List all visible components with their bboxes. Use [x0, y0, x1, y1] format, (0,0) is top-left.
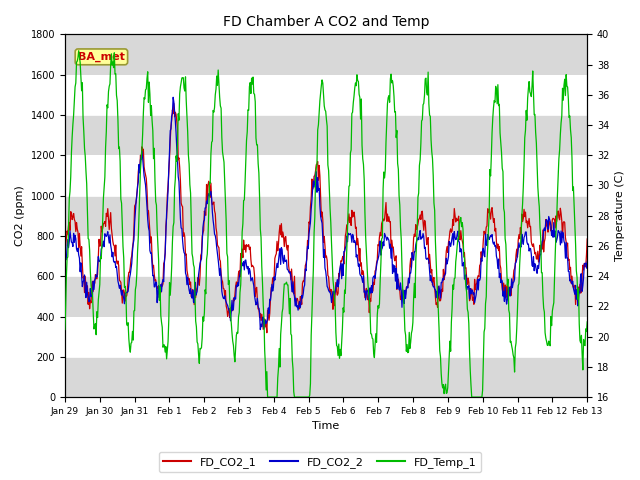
Bar — [65, 195, 588, 236]
X-axis label: Time: Time — [312, 421, 340, 432]
Bar — [65, 115, 588, 155]
Bar — [65, 35, 588, 75]
Bar — [65, 357, 588, 397]
Text: BA_met: BA_met — [78, 52, 125, 62]
Bar — [65, 276, 588, 316]
Y-axis label: CO2 (ppm): CO2 (ppm) — [15, 185, 25, 246]
Title: FD Chamber A CO2 and Temp: FD Chamber A CO2 and Temp — [223, 15, 429, 29]
Legend: FD_CO2_1, FD_CO2_2, FD_Temp_1: FD_CO2_1, FD_CO2_2, FD_Temp_1 — [159, 452, 481, 472]
Y-axis label: Temperature (C): Temperature (C) — [615, 170, 625, 261]
